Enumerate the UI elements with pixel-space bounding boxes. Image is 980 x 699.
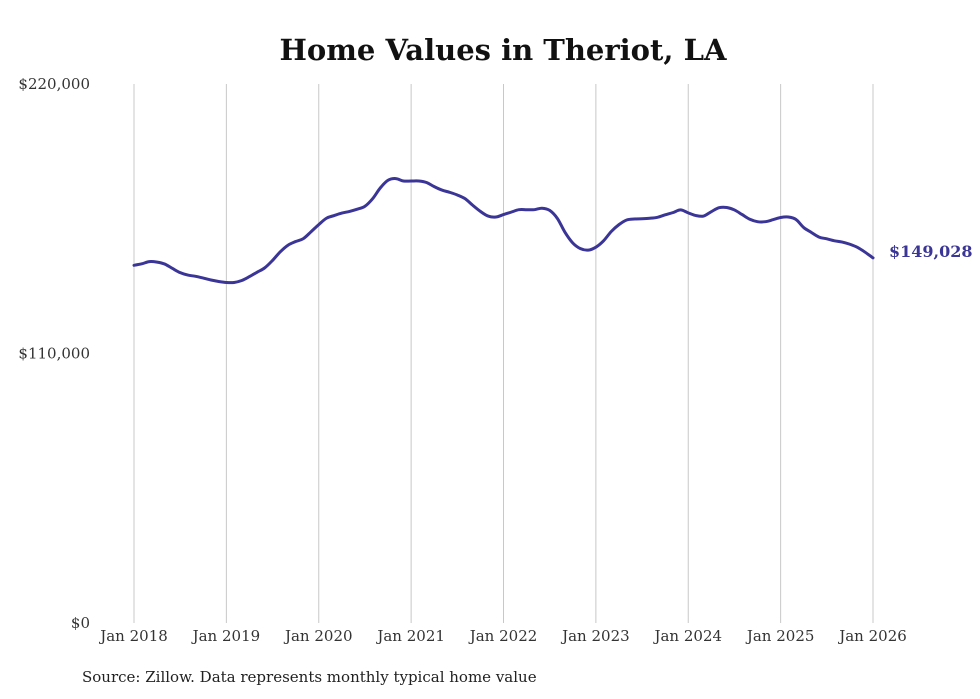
gridlines <box>133 84 874 623</box>
x-tick-label-2026: Jan 2026 <box>837 627 907 645</box>
x-tick-label-2018: Jan 2018 <box>98 627 168 645</box>
y-tick-label-220000: $220,000 <box>18 75 90 93</box>
x-tick-label-2019: Jan 2019 <box>191 627 261 645</box>
x-tick-label-2024: Jan 2024 <box>652 627 722 645</box>
x-tick-label-2020: Jan 2020 <box>283 627 353 645</box>
series-line-0 <box>132 177 875 285</box>
x-tick-label-2021: Jan 2021 <box>375 627 445 645</box>
y-axis: $0 $110,000 $220,000 <box>18 75 90 632</box>
series-group <box>132 177 875 285</box>
x-axis: Jan 2018 Jan 2019 Jan 2020 Jan 2021 Jan 2022… <box>98 627 907 645</box>
x-tick-label-2025: Jan 2025 <box>745 627 815 645</box>
end-value-label: $149,028 <box>889 242 973 261</box>
x-tick-label-2022: Jan 2022 <box>468 627 538 645</box>
y-tick-label-110000: $110,000 <box>18 345 90 363</box>
y-tick-label-0: $0 <box>71 614 90 632</box>
chart-title: Home Values in Theriot, LA <box>279 33 727 67</box>
source-note: Source: Zillow. Data represents monthly … <box>82 668 537 686</box>
annotations: $149,028 <box>889 242 973 261</box>
x-tick-label-2023: Jan 2023 <box>560 627 630 645</box>
